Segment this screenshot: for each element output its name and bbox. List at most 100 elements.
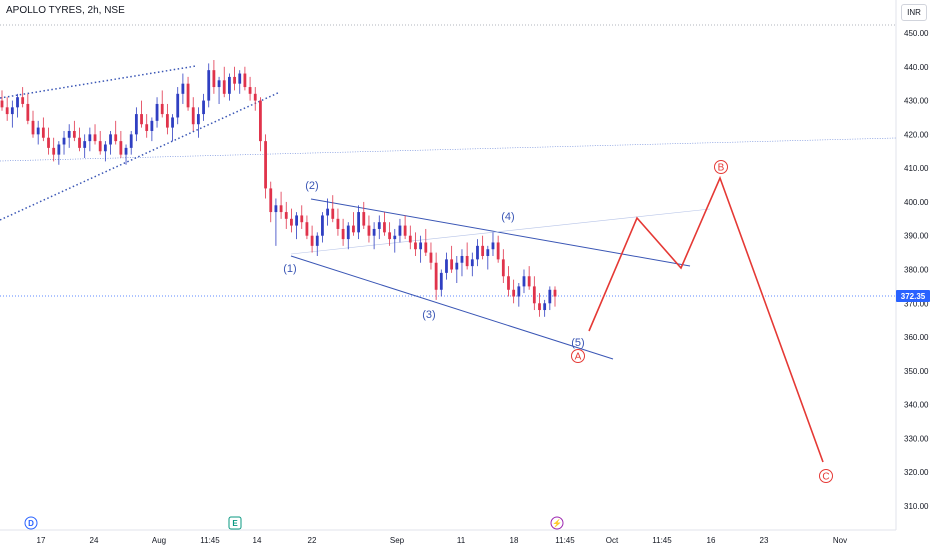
candle[interactable] — [372, 222, 376, 250]
candle[interactable] — [228, 73, 231, 101]
candle[interactable] — [207, 63, 211, 108]
candle[interactable] — [186, 76, 190, 111]
candle[interactable] — [548, 286, 552, 311]
candle[interactable] — [171, 114, 174, 142]
time-axis[interactable]: 17 24 Aug 11:45 14 22 Sep 11 18 11:45 Oct 11:45 16 23… — [37, 536, 848, 545]
candle[interactable] — [455, 255, 459, 284]
candle[interactable] — [424, 228, 428, 256]
candle[interactable] — [217, 76, 221, 104]
candle[interactable] — [434, 252, 438, 300]
candle[interactable] — [160, 90, 164, 118]
candle[interactable] — [465, 242, 469, 270]
candle[interactable] — [414, 232, 417, 256]
candle[interactable] — [93, 124, 97, 145]
candle[interactable] — [527, 266, 531, 290]
candle[interactable] — [259, 97, 262, 152]
candle[interactable] — [377, 215, 381, 240]
candle[interactable] — [243, 66, 247, 91]
candle[interactable] — [78, 127, 81, 152]
candle[interactable] — [507, 266, 510, 297]
candle[interactable] — [83, 134, 87, 159]
candlestick-series[interactable] — [0, 60, 557, 317]
candle[interactable] — [98, 130, 102, 155]
candle[interactable] — [310, 225, 314, 253]
candle[interactable] — [295, 212, 298, 240]
candle[interactable] — [336, 208, 340, 236]
dividend-event-marker[interactable]: D — [24, 516, 38, 530]
candle[interactable] — [357, 205, 361, 240]
candle[interactable] — [522, 269, 526, 294]
candle[interactable] — [470, 252, 474, 277]
candle[interactable] — [362, 201, 366, 229]
candle[interactable] — [36, 120, 40, 145]
candle[interactable] — [532, 276, 536, 311]
candle[interactable] — [248, 76, 252, 101]
candle[interactable] — [103, 141, 107, 162]
candle[interactable] — [196, 107, 200, 138]
candle[interactable] — [52, 137, 56, 162]
candle[interactable] — [419, 235, 423, 263]
candle[interactable] — [326, 198, 329, 226]
candle[interactable] — [543, 299, 547, 317]
candle[interactable] — [388, 222, 392, 246]
candle[interactable] — [481, 235, 485, 260]
candle[interactable] — [41, 117, 45, 142]
candle[interactable] — [460, 249, 464, 277]
candle[interactable] — [109, 130, 112, 155]
candle[interactable] — [501, 249, 505, 284]
candle[interactable] — [233, 66, 236, 91]
candle[interactable] — [181, 73, 185, 104]
candle[interactable] — [367, 215, 371, 243]
candle[interactable] — [114, 120, 118, 145]
earnings-event-marker[interactable]: E — [228, 516, 242, 530]
candle[interactable] — [341, 218, 345, 246]
candle[interactable] — [429, 242, 433, 270]
candle[interactable] — [284, 201, 288, 229]
candle[interactable] — [517, 283, 521, 307]
candle[interactable] — [346, 222, 350, 250]
candle[interactable] — [145, 114, 149, 138]
candle[interactable] — [88, 127, 92, 152]
candle[interactable] — [553, 286, 557, 307]
candle[interactable] — [119, 130, 123, 159]
candle[interactable] — [176, 87, 180, 125]
candle[interactable] — [10, 100, 14, 128]
candle[interactable] — [67, 124, 71, 148]
candle[interactable] — [486, 245, 490, 270]
candle[interactable] — [445, 252, 448, 280]
candle[interactable] — [21, 87, 25, 108]
candle[interactable] — [0, 90, 4, 111]
candle[interactable] — [269, 181, 273, 223]
candle[interactable] — [124, 144, 128, 165]
candle[interactable] — [47, 127, 50, 155]
candle[interactable] — [538, 293, 541, 317]
candle[interactable] — [491, 232, 495, 256]
candle[interactable] — [321, 212, 324, 243]
candle[interactable] — [238, 70, 242, 94]
candle[interactable] — [5, 97, 9, 121]
flash-event-marker[interactable]: ⚡ — [550, 516, 564, 530]
candle[interactable] — [72, 120, 76, 142]
candle[interactable] — [134, 107, 138, 142]
currency-button[interactable]: INR — [901, 4, 927, 21]
candle[interactable] — [450, 245, 454, 273]
candle[interactable] — [165, 103, 169, 135]
candle[interactable] — [300, 205, 304, 229]
candle[interactable] — [129, 130, 133, 155]
candle[interactable] — [150, 117, 154, 142]
candle[interactable] — [62, 130, 66, 155]
candle[interactable] — [408, 225, 412, 250]
candle[interactable] — [57, 141, 61, 165]
candle[interactable] — [191, 97, 195, 131]
candle[interactable] — [383, 212, 386, 236]
candle[interactable] — [16, 93, 19, 118]
candle[interactable] — [476, 239, 479, 267]
candle[interactable] — [403, 215, 407, 240]
candle[interactable] — [393, 228, 397, 253]
candle[interactable] — [352, 212, 355, 236]
candle[interactable] — [279, 191, 283, 219]
candle[interactable] — [26, 93, 30, 125]
candle[interactable] — [331, 195, 335, 223]
candle[interactable] — [264, 134, 267, 199]
candle[interactable] — [398, 218, 402, 243]
